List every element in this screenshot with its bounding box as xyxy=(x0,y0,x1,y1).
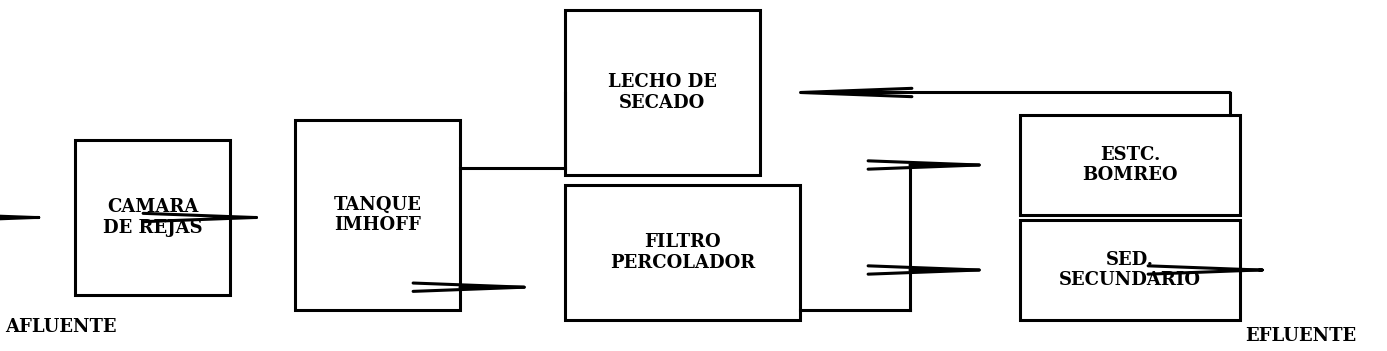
Bar xyxy=(295,120,460,310)
Bar xyxy=(565,10,760,175)
Text: ESTC.
BOMREO: ESTC. BOMREO xyxy=(1082,146,1178,184)
Bar xyxy=(75,140,230,295)
Bar xyxy=(565,185,800,320)
Text: CAMARA
DE REJAS: CAMARA DE REJAS xyxy=(103,198,203,237)
Text: TANQUE
IMHOFF: TANQUE IMHOFF xyxy=(333,196,422,234)
Bar xyxy=(1019,115,1240,215)
Text: FILTRO
PERCOLADOR: FILTRO PERCOLADOR xyxy=(610,233,755,272)
Text: AFLUENTE: AFLUENTE xyxy=(6,318,117,336)
Text: LECHO DE
SECADO: LECHO DE SECADO xyxy=(608,73,717,112)
Text: EFLUENTE: EFLUENTE xyxy=(1246,327,1356,345)
Text: SED.
SECUNDARIO: SED. SECUNDARIO xyxy=(1060,251,1201,290)
Bar xyxy=(1019,220,1240,320)
